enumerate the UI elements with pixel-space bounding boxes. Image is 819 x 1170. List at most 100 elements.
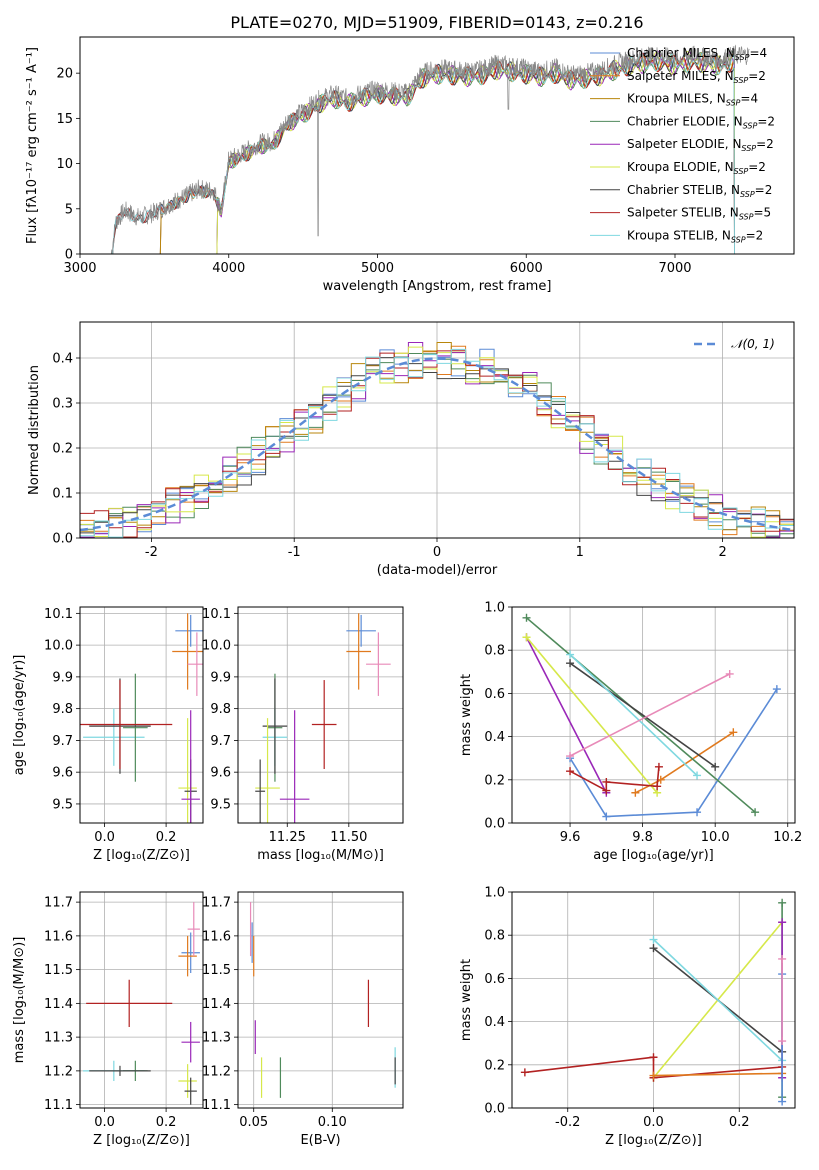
data-marker	[729, 728, 738, 737]
y-axis-label: mass [log₁₀(M/M⊙)]	[12, 937, 27, 1064]
panel-3: 11.25 11.50 9.5 9.6 9.7 9.8 9.9 10.0 10.1 mass [l…	[202, 606, 404, 863]
data-marker	[711, 762, 720, 771]
plot-area	[522, 613, 781, 821]
legend-sub: SSP	[740, 190, 755, 199]
axes-frame	[79, 36, 795, 255]
model-line-7	[112, 52, 735, 254]
legend-n: N	[725, 160, 734, 174]
y-axis-label: age [log₁₀(age/yr)]	[12, 655, 27, 776]
y-tick-label: 9.7	[52, 734, 73, 749]
series-line-4	[525, 617, 756, 813]
chart-title: PLATE=0270, MJD=51909, FIBERID=0143, z=0…	[230, 13, 643, 32]
legend-n: N	[730, 206, 739, 220]
axes-frame	[237, 891, 404, 1109]
legend-count: =2	[756, 137, 774, 151]
x-axis-label: Z [log₁₀(Z/Z⊙)]	[605, 1133, 702, 1148]
x-tick-label: -2	[145, 545, 158, 560]
x-tick-label: 2	[718, 545, 726, 560]
data-marker	[772, 685, 781, 694]
legend-n: N	[725, 69, 734, 83]
panel-0: 3000 4000 5000 6000 7000 0 5 10 15 20 wavelength […	[25, 13, 795, 294]
x-tick-label: 0.05	[239, 1115, 268, 1130]
x-axis-label: (data-model)/error	[377, 563, 498, 578]
x-tick-label: 4000	[212, 261, 245, 276]
data-marker	[693, 771, 702, 780]
y-tick-label: 11.4	[44, 997, 73, 1012]
model-line-8	[112, 52, 735, 254]
y-tick-label: 0.0	[484, 817, 505, 832]
data-marker	[631, 788, 640, 797]
legend-sub: SSP	[734, 76, 749, 85]
legend-name: Kroupa STELIB	[627, 228, 714, 242]
data-marker	[778, 1097, 787, 1106]
y-tick-label: 0.2	[52, 442, 73, 457]
gaussian-curve	[80, 357, 794, 532]
x-tick-label: 11.25	[269, 830, 306, 845]
axes-frame	[79, 606, 204, 824]
legend-count: =4	[749, 46, 767, 60]
legend-count: =5	[753, 206, 771, 220]
x-tick-label: 9.6	[560, 830, 581, 845]
legend-n: N	[731, 183, 740, 197]
data-marker	[751, 808, 760, 817]
axes-frame	[511, 891, 796, 1109]
x-axis-label: Z [log₁₀(Z/Z⊙)]	[93, 1133, 190, 1148]
series-line-2	[652, 938, 783, 1062]
axes-frame	[237, 606, 404, 824]
y-tick-label: 9.8	[210, 702, 231, 717]
y-tick-label: 0.8	[484, 644, 505, 659]
legend-name: Salpeter ELODIE	[627, 137, 725, 151]
y-axis-label: mass weight	[459, 959, 474, 1041]
y-tick-label: 0.6	[484, 687, 505, 702]
y-tick-label: 11.6	[44, 929, 73, 944]
data-spectrum	[110, 44, 750, 254]
legend-n: N	[717, 92, 726, 106]
series-line-3	[524, 1056, 783, 1079]
legend: Chabrier MILES, NSSP=4 Salpeter MILES, NS…	[590, 46, 775, 244]
legend-name: Kroupa MILES	[627, 92, 709, 106]
model-line-6	[112, 52, 735, 254]
data-marker	[654, 762, 663, 771]
panel-6: 0.05 0.10 11.1 11.2 11.3 11.4 11.5 11.6 11.7 E(B-…	[202, 891, 404, 1148]
legend-n: N	[722, 228, 731, 242]
y-tick-label: 0.6	[484, 972, 505, 987]
panel-4: 9.6 9.8 10.0 10.2 0.0 0.2 0.4 0.6 0.8 1.0 age [log…	[459, 601, 802, 864]
series-line-4	[653, 1072, 783, 1077]
y-tick-label: 10	[56, 157, 73, 172]
data-marker	[653, 782, 662, 791]
data-marker	[566, 752, 575, 761]
y-tick-label: 11.1	[202, 1098, 231, 1113]
x-tick-label: 0.2	[729, 1115, 750, 1130]
y-tick-label: 1.0	[484, 886, 505, 901]
x-tick-label: 0.10	[318, 1115, 347, 1130]
legend-n: N	[732, 137, 741, 151]
legend-name: Salpeter STELIB	[627, 206, 722, 220]
plot-area	[249, 902, 396, 1098]
y-tick-label: 0.4	[52, 352, 73, 367]
x-tick-label: 10.2	[773, 830, 802, 845]
legend-name: Kroupa ELODIE	[627, 160, 717, 174]
y-tick-label: 9.6	[210, 766, 231, 781]
legend-name: Chabrier MILES	[627, 46, 718, 60]
data-marker	[778, 918, 787, 927]
y-tick-label: 11.3	[44, 1031, 73, 1046]
legend-count: =4	[740, 92, 758, 106]
legend-sub: SSP	[731, 235, 746, 244]
legend-sub: SSP	[739, 213, 754, 222]
x-tick-label: 1	[576, 545, 584, 560]
legend-entry: Chabrier MILES, NSSP=4	[627, 46, 767, 62]
series-line-5	[569, 662, 716, 768]
legend-sub: SSP	[734, 167, 749, 176]
plot-area	[80, 613, 203, 823]
data-marker	[649, 944, 658, 953]
x-tick-label: 0.2	[156, 1115, 177, 1130]
x-tick-label: 3000	[63, 261, 96, 276]
plot-area	[83, 902, 200, 1105]
y-tick-label: 10.1	[44, 607, 73, 622]
panel-1: -2 -1 0 1 2 0.0 0.1 0.2 0.3 0.4 (data-model)/error…	[27, 321, 795, 578]
legend-sub: SSP	[735, 53, 750, 62]
y-tick-label: 9.5	[52, 797, 73, 812]
legend-count: =2	[755, 183, 773, 197]
x-axis-label: age [log₁₀(age/yr)]	[593, 848, 714, 863]
x-tick-label: 9.8	[632, 830, 653, 845]
